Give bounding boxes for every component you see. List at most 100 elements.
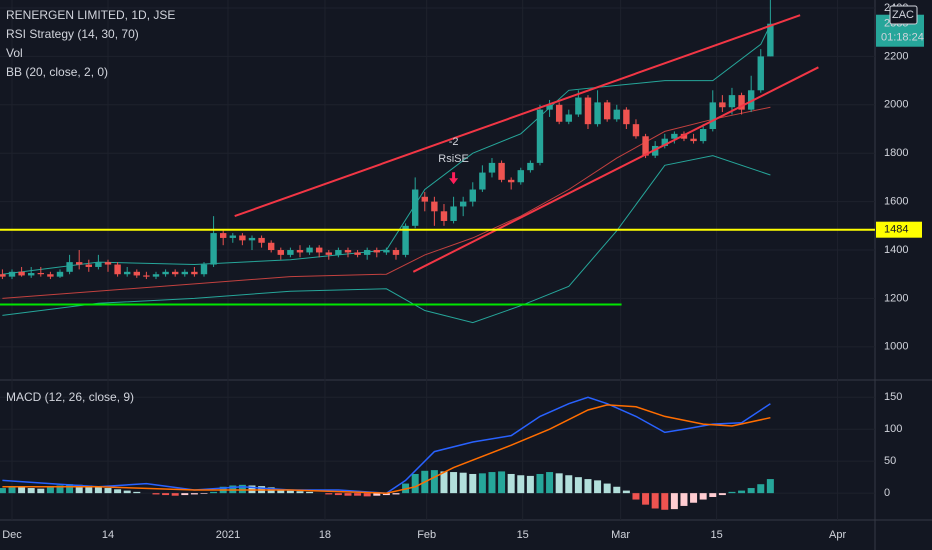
- candle-body: [536, 109, 544, 163]
- histogram-bar: [478, 473, 486, 494]
- histogram-bar: [152, 493, 160, 495]
- candle-body: [459, 201, 467, 207]
- histogram-bar: [718, 493, 726, 496]
- candle-body: [747, 90, 755, 110]
- histogram-bar: [642, 493, 650, 505]
- candle-body: [767, 23, 774, 57]
- histogram-bar: [613, 486, 621, 494]
- histogram-bar: [75, 484, 83, 494]
- signal-arrow: [449, 172, 459, 185]
- candle-body: [738, 95, 745, 110]
- candle-body: [171, 271, 179, 275]
- histogram-bar: [594, 480, 602, 494]
- x-tick-label: Mar: [611, 529, 630, 541]
- macd-pane: [0, 396, 875, 510]
- x-tick-label: 18: [319, 529, 331, 541]
- candle-body: [421, 196, 428, 202]
- histogram-bar: [0, 488, 6, 494]
- candle-body: [325, 252, 332, 255]
- candle-body: [191, 271, 198, 275]
- x-tick-label: 15: [710, 529, 722, 541]
- y-tick-label: 1400: [884, 244, 908, 256]
- histogram-bar: [488, 472, 496, 494]
- histogram-bar: [325, 493, 333, 495]
- candle-body: [527, 162, 534, 171]
- candle-body: [47, 274, 54, 277]
- histogram-bar: [555, 473, 563, 494]
- candle-body: [440, 211, 448, 221]
- histogram-bar: [334, 493, 342, 496]
- histogram-bar: [392, 493, 400, 495]
- candle-body: [373, 250, 380, 253]
- histogram-bar: [469, 473, 477, 494]
- candle-body: [229, 235, 236, 238]
- histogram-bar: [200, 493, 208, 494]
- y-tick-label: 100: [884, 423, 902, 435]
- histogram-bar: [171, 493, 179, 496]
- candle-body: [565, 114, 572, 122]
- histogram-bar: [507, 473, 515, 494]
- candle-body: [469, 189, 476, 202]
- histogram-bar: [747, 488, 755, 494]
- histogram-bar: [123, 490, 131, 494]
- histogram-bar: [363, 493, 371, 497]
- histogram-bar: [37, 488, 45, 494]
- y-tick-label: 0: [884, 487, 890, 499]
- y-tick-label: 1600: [884, 196, 908, 208]
- histogram-bar: [622, 490, 630, 494]
- histogram-bar: [536, 473, 544, 494]
- price-tag-label: 1484: [884, 224, 908, 236]
- candle-body: [306, 247, 313, 253]
- candle-body: [210, 233, 217, 265]
- histogram-bar: [373, 493, 381, 496]
- x-tick-label: 15: [517, 529, 529, 541]
- histogram-bar: [459, 472, 467, 494]
- histogram-bar: [190, 493, 198, 495]
- y-tick-label: 1200: [884, 292, 908, 304]
- candle-body: [296, 250, 304, 253]
- candle-body: [555, 104, 563, 122]
- candle-body: [258, 237, 265, 243]
- bollinger-band: [2, 106, 771, 299]
- candle-body: [699, 129, 707, 142]
- price-pane: -2 RsiSE: [0, 0, 875, 520]
- candle-body: [632, 124, 640, 137]
- candle-body: [267, 242, 275, 251]
- candle-body: [623, 109, 630, 125]
- candle-body: [757, 56, 764, 91]
- candle-body: [594, 102, 601, 125]
- histogram-bar: [94, 486, 102, 494]
- signal-label: -2: [449, 136, 459, 148]
- chart-title: RENERGEN LIMITED, 1D, JSE: [6, 8, 175, 22]
- histogram-bar: [498, 471, 506, 494]
- histogram-bar: [286, 490, 294, 494]
- histogram-bar: [18, 487, 26, 494]
- candle-body: [517, 170, 524, 183]
- histogram-bar: [603, 483, 611, 494]
- histogram-bar: [296, 491, 304, 494]
- histogram-bar: [181, 493, 189, 496]
- histogram-bar: [680, 493, 688, 506]
- candle-body: [18, 271, 25, 276]
- candle-body: [114, 264, 121, 275]
- histogram-bar: [162, 493, 170, 496]
- candle-body: [219, 233, 227, 238]
- candle-body: [248, 237, 256, 241]
- histogram-bar: [344, 493, 352, 496]
- candle-body: [575, 97, 582, 115]
- candle-body: [66, 262, 73, 272]
- candle-body: [709, 102, 716, 130]
- candle-body: [0, 274, 6, 277]
- histogram-bar: [133, 491, 141, 494]
- candle-body: [479, 172, 486, 190]
- candle-body: [8, 271, 16, 277]
- x-tick-label: 14: [102, 529, 114, 541]
- histogram-bar: [526, 475, 534, 494]
- histogram-bar: [738, 490, 746, 494]
- x-tick-label: Dec: [2, 529, 22, 541]
- indicator-label: MACD (12, 26, close, 9): [6, 390, 134, 404]
- candle-body: [671, 133, 678, 139]
- histogram-bar: [584, 479, 592, 494]
- candle-body: [354, 252, 361, 255]
- candle-body: [411, 189, 419, 226]
